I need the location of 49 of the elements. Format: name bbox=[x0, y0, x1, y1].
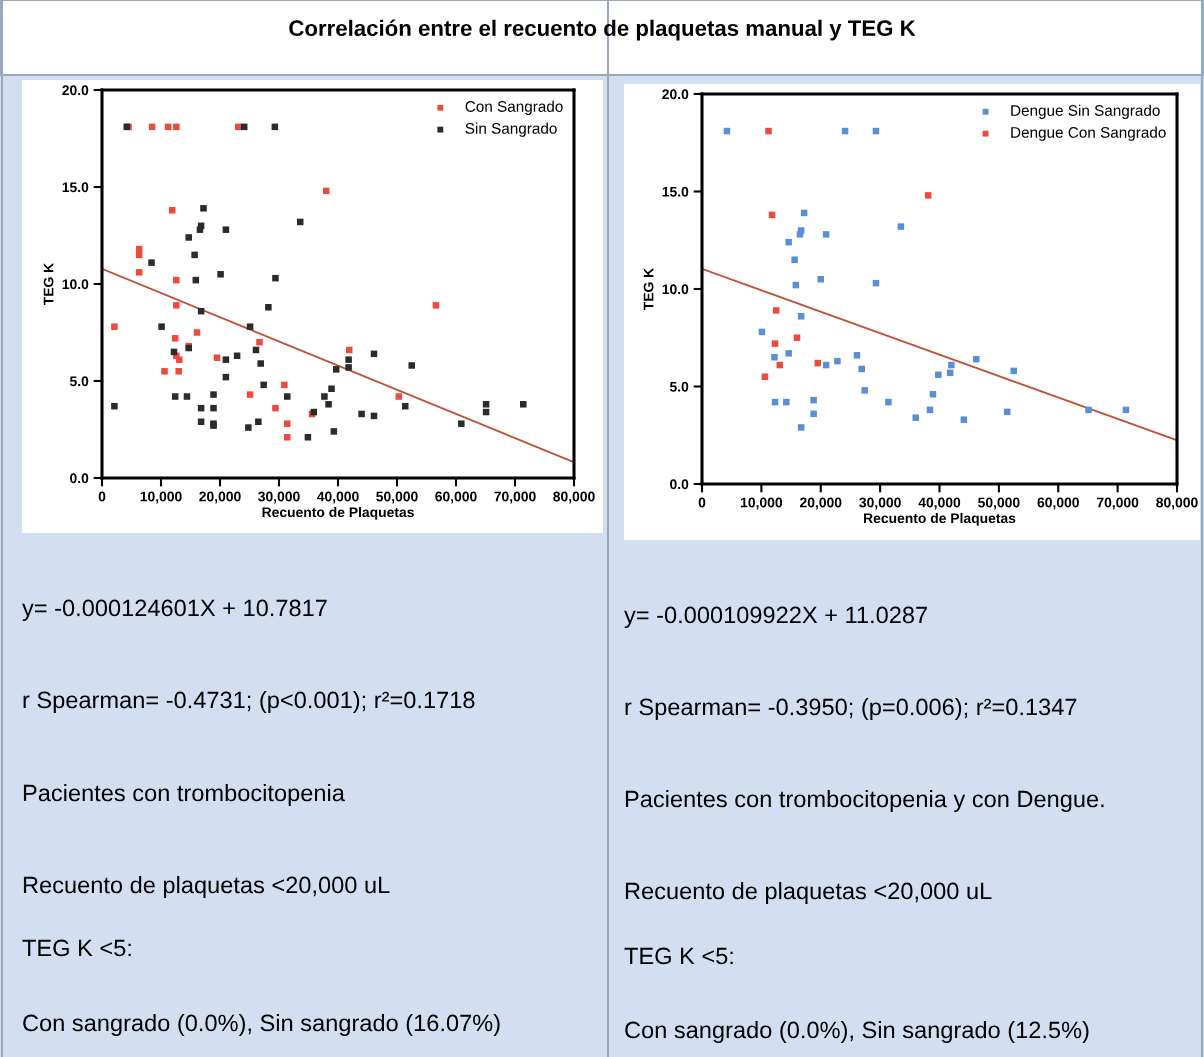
x-tick-label: 10,000 bbox=[140, 491, 182, 504]
x-tick-label: 60,000 bbox=[1037, 497, 1079, 510]
text: TEG K <5: bbox=[22, 939, 131, 957]
y-tick-label: 5.0 bbox=[69, 376, 89, 387]
x-tick-label: 40,000 bbox=[316, 491, 359, 504]
text: Pacientes con trombocitopenia y con Dengue. bbox=[625, 789, 1104, 813]
legend-label: Con Sangrado bbox=[465, 100, 563, 115]
legend-label: Dengue Con Sangrado bbox=[1011, 126, 1166, 141]
text: y= -0.000124601X + 10.7817 bbox=[22, 599, 327, 622]
x-tick-label: 10,000 bbox=[741, 497, 783, 510]
text: Con sangrado (0.0%), Sin sangrado (12.5%) bbox=[625, 1020, 1089, 1044]
y-tick-label: 20.0 bbox=[62, 85, 89, 96]
x-tick-label: 70,000 bbox=[1096, 497, 1139, 510]
chart-title: Correlación entre el recuento de plaquetas manual y TEG K bbox=[289, 19, 916, 41]
x-tick-label: 50,000 bbox=[376, 491, 418, 504]
y-axis-title: TEG K bbox=[643, 267, 654, 311]
text: Recuento de plaquetas <20,000 uL bbox=[625, 881, 992, 905]
x-tick-label: 0 bbox=[98, 491, 106, 502]
x-tick-label: 40,000 bbox=[918, 497, 961, 510]
x-tick-label: 60,000 bbox=[435, 491, 477, 504]
y-axis-title: TEG K bbox=[43, 262, 54, 306]
x-tick-label: 20,000 bbox=[199, 491, 241, 504]
x-tick-label: 30,000 bbox=[258, 491, 300, 504]
x-axis-title: Recuento de Plaquetas bbox=[262, 506, 414, 520]
text: Recuento de plaquetas <20,000 uL bbox=[23, 875, 390, 899]
y-tick-label: 15.0 bbox=[62, 182, 89, 193]
y-tick-label: 0.0 bbox=[70, 473, 89, 484]
x-tick-label: 30,000 bbox=[859, 497, 901, 510]
text: Pacientes con trombocitopenia bbox=[23, 783, 345, 807]
text: TEG K <5: bbox=[624, 947, 733, 965]
y-tick-label: 10.0 bbox=[662, 284, 689, 295]
y-tick-label: 10.0 bbox=[62, 279, 89, 290]
y-tick-label: 5.0 bbox=[669, 381, 689, 392]
legend-label: Sin Sangrado bbox=[465, 122, 557, 137]
y-tick-label: 20.0 bbox=[662, 89, 689, 100]
y-tick-label: 15.0 bbox=[662, 186, 689, 197]
text: Con sangrado (0.0%), Sin sangrado (16.07%) bbox=[23, 1014, 500, 1037]
x-tick-label: 20,000 bbox=[799, 497, 842, 510]
x-axis-title: Recuento de Plaquetas bbox=[864, 512, 1016, 526]
x-tick-label: 80,000 bbox=[553, 491, 595, 504]
text: y= -0.000109922X + 11.0287 bbox=[624, 606, 927, 629]
x-tick-label: 70,000 bbox=[494, 491, 536, 504]
legend-label: Dengue Sin Sangrado bbox=[1011, 104, 1160, 119]
text: r Spearman= -0.4731; (p<0.001); r²=0.1718 bbox=[23, 690, 475, 714]
y-tick-label: 0.0 bbox=[670, 479, 689, 490]
x-tick-label: 0 bbox=[698, 497, 706, 508]
x-tick-label: 50,000 bbox=[978, 497, 1020, 510]
text: r Spearman= -0.3950; (p=0.006); r²=0.1347 bbox=[625, 697, 1077, 721]
x-tick-label: 80,000 bbox=[1156, 497, 1198, 510]
